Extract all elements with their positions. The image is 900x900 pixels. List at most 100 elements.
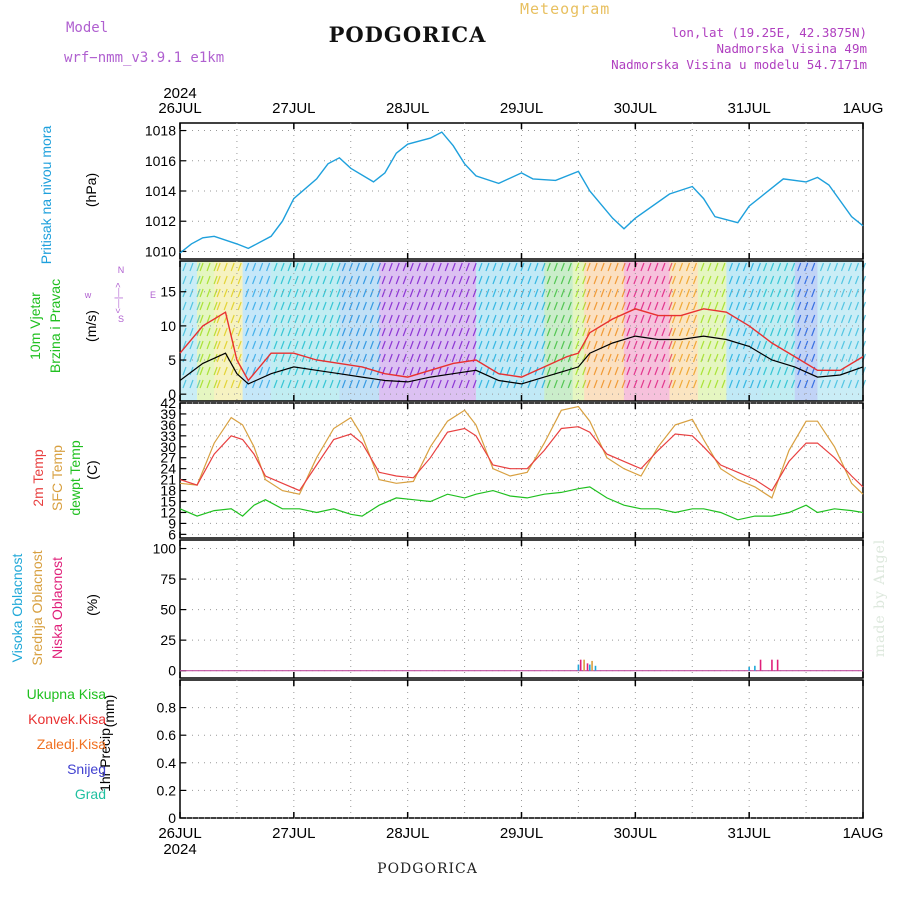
wind-barb [189, 366, 194, 376]
wind-barb [520, 301, 525, 311]
wind-barb [762, 353, 768, 363]
wind-barb [329, 379, 334, 389]
wind-barb [546, 288, 551, 298]
wind-barb [700, 379, 705, 389]
wind-barb [567, 353, 572, 363]
wind-barb [301, 340, 306, 350]
wind-barb [721, 379, 726, 389]
wind-barb [668, 327, 673, 337]
wind-barb [430, 288, 435, 298]
wind-barb [451, 327, 456, 337]
wind-barb [546, 327, 551, 337]
wind-barb [402, 301, 407, 311]
wind-barb [348, 379, 353, 389]
wind-barb [621, 301, 626, 311]
wind-barb [485, 340, 490, 350]
wind-barb [273, 353, 278, 363]
wind-barb [308, 353, 313, 363]
wind-barb [416, 379, 421, 389]
wind-barb [199, 288, 204, 298]
wind-speed-line [179, 335, 864, 385]
wind-barb [369, 379, 374, 389]
wind-barb [230, 379, 235, 389]
wind-barb [647, 275, 652, 285]
wind-barb [692, 275, 698, 285]
wind-barb [575, 327, 580, 337]
wind-barb [527, 353, 532, 363]
wind-barb [520, 353, 525, 363]
wind-barb [444, 353, 449, 363]
wind-barb [776, 301, 782, 311]
wind-barb [492, 340, 497, 350]
wind-barb [402, 327, 407, 337]
wind-barb [742, 288, 747, 298]
wind-barb [567, 262, 572, 272]
wind-barb [714, 353, 719, 363]
wind-barb [534, 340, 539, 350]
wind-barb [854, 366, 860, 376]
wind-barb [647, 340, 652, 350]
wind-barb [315, 262, 320, 272]
wind-barb [308, 288, 313, 298]
wind-barb [381, 340, 386, 350]
wind-barb [685, 327, 691, 337]
lonlat-text: lon,lat (19.25E, 42.3875N) [671, 25, 867, 40]
wind-barb [451, 340, 456, 350]
wind-barb [336, 366, 341, 376]
wind-barb [735, 262, 740, 272]
wind-barb [381, 379, 386, 389]
wind-barb [506, 379, 511, 389]
wind-barb [826, 301, 832, 311]
wind-barb [861, 301, 867, 311]
wind-barb [355, 366, 360, 376]
wind-barb [199, 379, 204, 389]
wind-barb [308, 340, 313, 350]
wind-key-text: <—|—> [113, 283, 123, 314]
wind-barb [661, 340, 666, 350]
wind-barb [671, 353, 677, 363]
wind-barb [668, 353, 673, 363]
wind-barb [237, 262, 242, 272]
wind-barb [409, 340, 414, 350]
wind-barb [395, 379, 400, 389]
wind-barb [451, 301, 456, 311]
wind-barb [600, 379, 605, 389]
wind-barb [273, 379, 278, 389]
wind-barb [790, 262, 796, 272]
wind-barb [301, 275, 306, 285]
wind-barb [700, 340, 705, 350]
wind-barb [861, 314, 867, 324]
panel-frame [179, 679, 864, 819]
wind-barb [714, 327, 719, 337]
wind-barb [315, 353, 320, 363]
wind-barb [776, 288, 782, 298]
wind-barb [678, 379, 684, 389]
wind-barb [388, 340, 393, 350]
wind-barb [381, 288, 386, 298]
wind-barb [700, 327, 705, 337]
wind-barb [294, 288, 299, 298]
wind-barb [308, 262, 313, 272]
wind-barb [237, 353, 242, 363]
y-tick-label: 1014 [145, 183, 176, 199]
wind-barb [567, 275, 572, 285]
wind-barb [671, 288, 677, 298]
wind-barb [826, 288, 832, 298]
wind-barb [329, 314, 334, 324]
wind-barb [633, 288, 638, 298]
wind-barb [840, 327, 846, 337]
wind-barb [369, 275, 374, 285]
wind-barb [369, 366, 374, 376]
wind-barb [369, 353, 374, 363]
wind-barb [614, 353, 619, 363]
wind-barb [485, 262, 490, 272]
wind-barb [348, 327, 353, 337]
wind-barb [742, 379, 747, 389]
wind-barb [586, 379, 591, 389]
wind-barb [506, 262, 511, 272]
y-tick-label: 10 [160, 318, 176, 334]
wind-barb [223, 353, 228, 363]
wind-barb [804, 314, 809, 324]
wind-barb [700, 301, 705, 311]
wind-barb [423, 301, 428, 311]
